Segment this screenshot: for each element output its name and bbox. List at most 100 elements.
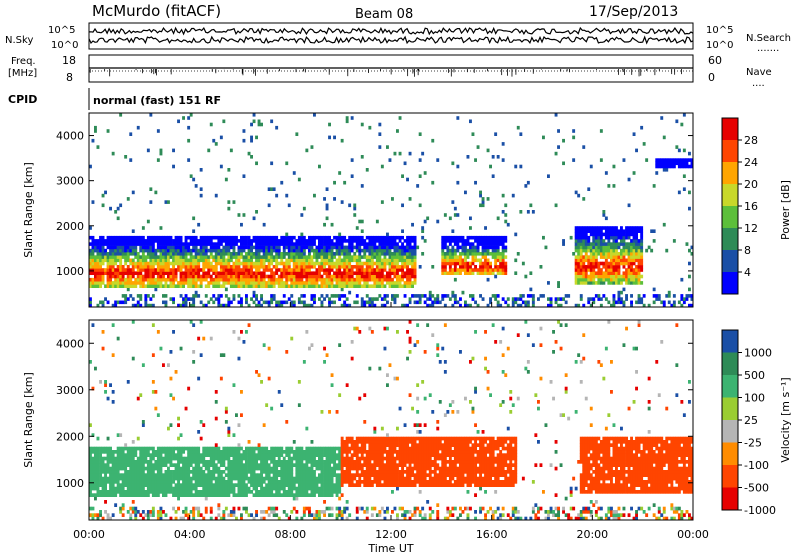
echo-cell bbox=[282, 460, 286, 464]
echo-cell bbox=[219, 164, 223, 169]
echo-cell bbox=[89, 255, 92, 259]
echo-cell bbox=[617, 281, 621, 285]
echo-cell bbox=[199, 320, 203, 324]
echo-cell bbox=[348, 239, 352, 243]
echo-cell bbox=[350, 235, 354, 240]
echo-cell bbox=[310, 245, 314, 250]
echo-cell bbox=[484, 255, 487, 259]
echo-cell bbox=[650, 248, 654, 253]
echo-cell bbox=[235, 239, 238, 243]
echo-cell bbox=[323, 248, 326, 253]
echo-cell bbox=[302, 258, 306, 263]
echo-cell bbox=[194, 473, 198, 477]
echo-cell bbox=[172, 490, 175, 494]
echo-cell bbox=[94, 265, 97, 269]
echo-cell bbox=[96, 490, 100, 494]
echo-cell bbox=[479, 271, 482, 275]
echo-cell bbox=[255, 284, 258, 288]
echo-cell bbox=[197, 470, 201, 474]
echo-cell bbox=[136, 466, 140, 471]
echo-cell bbox=[637, 274, 641, 279]
echo-cell bbox=[582, 271, 586, 275]
echo-cell bbox=[355, 294, 359, 298]
echo-cell bbox=[469, 265, 472, 269]
echo-cell bbox=[302, 248, 306, 253]
echo-cell bbox=[146, 476, 150, 481]
echo-cell bbox=[262, 456, 266, 461]
echo-cell bbox=[255, 446, 258, 451]
echo-cell bbox=[459, 245, 462, 250]
echo-cell bbox=[119, 433, 123, 437]
echo-cell bbox=[224, 268, 228, 272]
echo-cell bbox=[204, 493, 208, 497]
echo-cell bbox=[136, 510, 140, 514]
echo-cell bbox=[469, 268, 472, 272]
echo-cell bbox=[441, 297, 445, 301]
echo-cell bbox=[192, 506, 196, 511]
echo-cell bbox=[202, 486, 206, 491]
echo-cell bbox=[114, 245, 118, 250]
echo-cell bbox=[235, 277, 238, 282]
echo-cell bbox=[604, 261, 608, 266]
echo-cell bbox=[124, 284, 128, 288]
echo-cell bbox=[227, 200, 231, 204]
echo-cell bbox=[255, 235, 258, 240]
echo-cell bbox=[169, 284, 173, 288]
echo-cell bbox=[620, 226, 623, 230]
echo-cell bbox=[290, 486, 294, 491]
echo-cell bbox=[295, 132, 299, 136]
echo-cell bbox=[388, 252, 392, 256]
echo-cell bbox=[159, 460, 163, 464]
echo-cell bbox=[204, 480, 208, 484]
echo-cell bbox=[516, 303, 520, 308]
echo-cell bbox=[255, 483, 258, 487]
echo-cell bbox=[240, 277, 243, 282]
echo-cell bbox=[240, 330, 243, 334]
echo-cell bbox=[519, 164, 523, 169]
echo-cell bbox=[257, 473, 261, 477]
echo-cell bbox=[491, 239, 495, 243]
echo-cell bbox=[690, 297, 694, 301]
echo-cell bbox=[184, 303, 188, 308]
echo-cell bbox=[121, 446, 125, 451]
echo-cell bbox=[358, 248, 362, 253]
echo-cell bbox=[690, 161, 694, 166]
echo-cell bbox=[297, 493, 301, 497]
colorbar-tick-label: 16 bbox=[744, 200, 758, 213]
echo-cell bbox=[240, 413, 243, 417]
echo-cell bbox=[441, 235, 445, 240]
echo-cell bbox=[99, 235, 102, 240]
echo-cell bbox=[302, 245, 306, 250]
echo-cell bbox=[343, 300, 347, 305]
echo-cell bbox=[615, 245, 618, 250]
echo-cell bbox=[202, 239, 206, 243]
echo-cell bbox=[109, 456, 112, 461]
echo-cell bbox=[245, 274, 248, 279]
echo-cell bbox=[245, 330, 248, 334]
echo-cell bbox=[305, 490, 309, 494]
echo-cell bbox=[146, 473, 150, 477]
echo-cell bbox=[380, 252, 384, 256]
echo-cell bbox=[391, 277, 394, 282]
echo-cell bbox=[313, 460, 316, 464]
echo-cell bbox=[260, 456, 263, 461]
echo-cell bbox=[247, 446, 251, 451]
echo-cell bbox=[242, 261, 246, 266]
echo-cell bbox=[207, 148, 211, 153]
echo-cell bbox=[292, 277, 296, 282]
echo-cell bbox=[287, 261, 291, 266]
echo-cell bbox=[625, 297, 628, 301]
echo-cell bbox=[290, 255, 294, 259]
echo-cell bbox=[189, 113, 193, 117]
echo-cell bbox=[589, 268, 593, 272]
echo-cell bbox=[456, 239, 460, 243]
echo-cell bbox=[91, 245, 95, 250]
echo-cell bbox=[179, 346, 183, 351]
echo-cell bbox=[388, 281, 392, 285]
echo-cell bbox=[257, 235, 261, 240]
echo-cell bbox=[139, 486, 143, 491]
echo-cell bbox=[635, 229, 638, 233]
echo-cell bbox=[574, 281, 578, 285]
echo-cell bbox=[396, 235, 399, 240]
echo-cell bbox=[146, 271, 150, 275]
